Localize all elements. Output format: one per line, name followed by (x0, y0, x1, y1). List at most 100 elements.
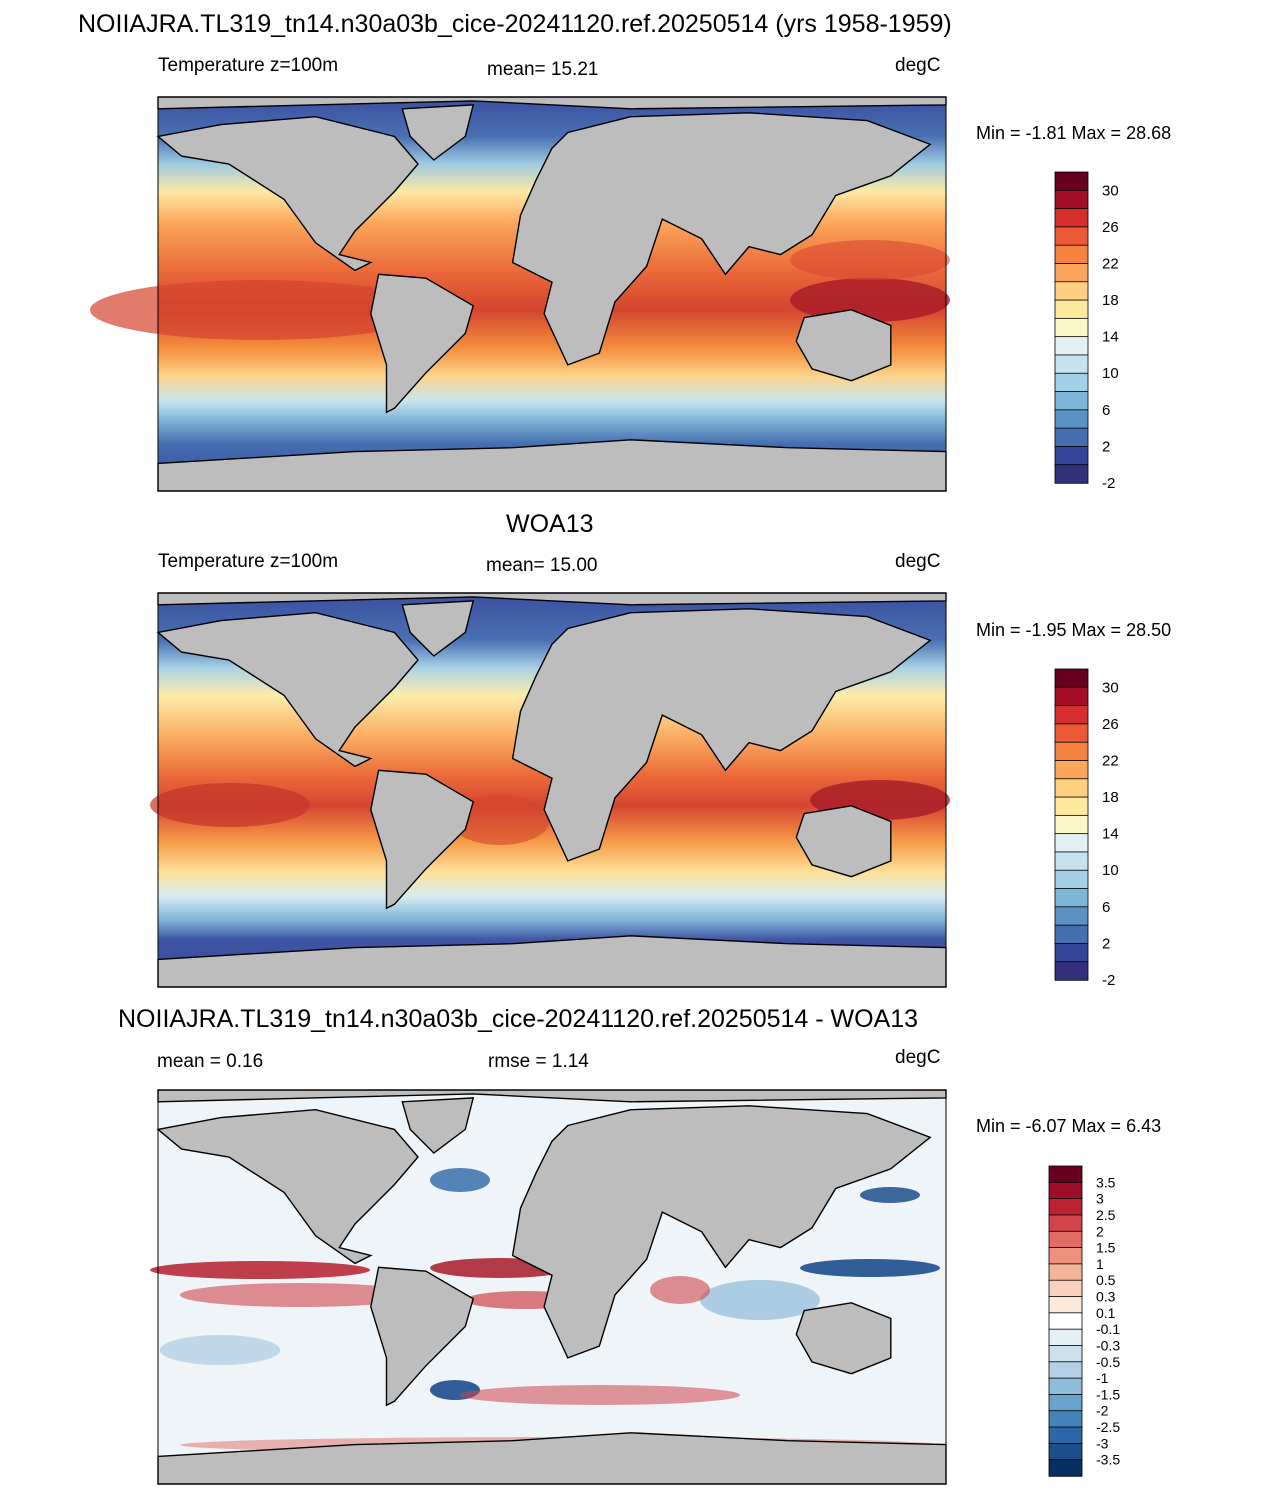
colorbar-swatch (1054, 208, 1089, 228)
colorbar-swatch (1054, 888, 1089, 908)
colorbar-swatch (1054, 372, 1089, 393)
colorbar-tick-label: 30 (1102, 182, 1119, 199)
colorbar-swatch (1054, 741, 1089, 762)
colorbar-swatch (1054, 833, 1089, 853)
colorbar-tick-label: 0.1 (1096, 1305, 1116, 1321)
colorbar-tick-label: -3 (1096, 1435, 1109, 1451)
panel2-minmax-label: Min = -1.95 Max = 28.50 (976, 620, 1172, 640)
colorbar-tick-label: 1 (1096, 1256, 1104, 1272)
colorbar-swatch (1054, 906, 1089, 926)
colorbar-swatch (1048, 1230, 1083, 1249)
panel1-field-label: Temperature z=100m (158, 55, 339, 76)
colorbar-tick-label: 6 (1102, 402, 1110, 419)
panel3-mean-label: mean = 0.16 (157, 1051, 264, 1072)
colorbar-swatch (1054, 705, 1089, 725)
colorbar-swatch (1054, 189, 1089, 210)
colorbar-tick-label: -0.1 (1096, 1321, 1120, 1337)
colorbar-swatch (1054, 317, 1089, 338)
colorbar-tick-label: -0.3 (1096, 1338, 1120, 1354)
colorbar-swatch (1054, 446, 1089, 466)
colorbar-tick-label: -2.5 (1096, 1419, 1120, 1435)
panel1-minmax-label: Min = -1.81 Max = 28.68 (976, 123, 1172, 143)
panel3-title: NOIIAJRA.TL319_tn14.n30a03b_cice-2024112… (118, 1005, 919, 1033)
colorbar-swatch (1054, 869, 1089, 890)
colorbar-swatch (1054, 814, 1089, 835)
colorbar-swatch (1054, 760, 1089, 780)
land-shape (156, 1108, 419, 1265)
land-shape (795, 1302, 892, 1375)
land-shape (511, 608, 932, 862)
colorbar-tick-label: 14 (1102, 826, 1119, 843)
colorbar-swatch (1048, 1410, 1083, 1428)
colorbar-tick-label: 22 (1102, 753, 1119, 770)
panel3-minmax-label: Min = -6.07 Max = 6.43 (976, 1116, 1162, 1136)
colorbar-swatch (1054, 299, 1089, 320)
colorbar-swatch (1048, 1296, 1083, 1314)
colorbar-swatch (1054, 796, 1089, 817)
panel1-mean-label: mean= 15.21 (487, 59, 599, 80)
colorbar-tick-label: 18 (1102, 292, 1119, 309)
colorbar-swatch (1048, 1279, 1083, 1298)
colorbar-swatch (1048, 1198, 1083, 1216)
colorbar-tick-label: -1 (1096, 1370, 1109, 1386)
colorbar-tick-label: 26 (1102, 219, 1119, 236)
land-shape (370, 769, 475, 910)
colorbar-swatch (1048, 1181, 1083, 1200)
colorbar-swatch (1054, 244, 1089, 265)
colorbar-swatch (1054, 851, 1089, 871)
colorbar-swatch (1048, 1312, 1083, 1330)
colorbar-swatch (1054, 961, 1089, 981)
land-shape (795, 805, 892, 878)
colorbar-swatch (1054, 464, 1089, 484)
land-shape (370, 273, 475, 414)
colorbar-swatch (1048, 1328, 1083, 1347)
colorbar-tick-label: -2 (1102, 475, 1115, 492)
colorbar-swatch (1048, 1214, 1083, 1232)
colorbar-tick-label: -2 (1096, 1403, 1109, 1419)
colorbar-tick-label: 10 (1102, 862, 1119, 879)
colorbar-swatch (1048, 1442, 1083, 1461)
colorbar-tick-label: 3 (1096, 1191, 1104, 1207)
colorbar-swatch (1054, 668, 1089, 688)
colorbar-swatch (1054, 427, 1089, 448)
map-frame (157, 592, 947, 988)
colorbar-swatch (1048, 1263, 1083, 1281)
colorbar-swatch (1054, 409, 1089, 429)
colorbar-swatch (1048, 1345, 1083, 1363)
colorbar-swatch (1048, 1377, 1083, 1396)
colorbar-panel-3: 3.532.521.510.50.30.1-0.1-0.3-0.5-1-1.5-… (1048, 1165, 1120, 1477)
colorbar-tick-label: 2 (1102, 935, 1110, 952)
colorbar-swatch (1054, 778, 1089, 798)
panel3-rmse-label: rmse = 1.14 (488, 1051, 589, 1072)
colorbar-tick-label: -0.5 (1096, 1354, 1120, 1370)
colorbar-tick-label: -3.5 (1096, 1452, 1120, 1468)
land-mask-panel-2 (156, 592, 947, 988)
page-title: NOIIAJRA.TL319_tn14.n30a03b_cice-2024112… (78, 10, 952, 38)
colorbar-swatch (1048, 1394, 1083, 1412)
colorbar-tick-label: 30 (1102, 679, 1119, 696)
land-shape (511, 112, 932, 366)
land-shape (370, 1266, 475, 1407)
land-mask-panel-3 (156, 1089, 947, 1485)
colorbar-swatch (1054, 226, 1089, 246)
land-shape (156, 611, 419, 768)
colorbar-tick-label: 26 (1102, 716, 1119, 733)
colorbar-tick-label: 2.5 (1096, 1207, 1116, 1223)
map-frame (157, 96, 947, 492)
land-shape (401, 1097, 475, 1154)
land-shape (795, 309, 892, 382)
colorbar-tick-label: -1.5 (1096, 1386, 1120, 1402)
land-shape (511, 1105, 932, 1359)
panel1-units-label: degC (895, 55, 941, 76)
colorbar-swatch (1054, 686, 1089, 707)
colorbar-swatch (1054, 281, 1089, 301)
colorbar-tick-label: 0.3 (1096, 1289, 1116, 1305)
colorbar-tick-label: 0.5 (1096, 1272, 1116, 1288)
colorbar-swatch (1048, 1361, 1083, 1379)
colorbar-panel-2: 30 26 22 18 14 10 6 2 -2 (1054, 668, 1119, 989)
colorbar-tick-label: 18 (1102, 789, 1119, 806)
colorbar-swatch (1054, 263, 1089, 283)
colorbar-tick-label: 6 (1102, 899, 1110, 916)
land-shape (156, 115, 419, 272)
